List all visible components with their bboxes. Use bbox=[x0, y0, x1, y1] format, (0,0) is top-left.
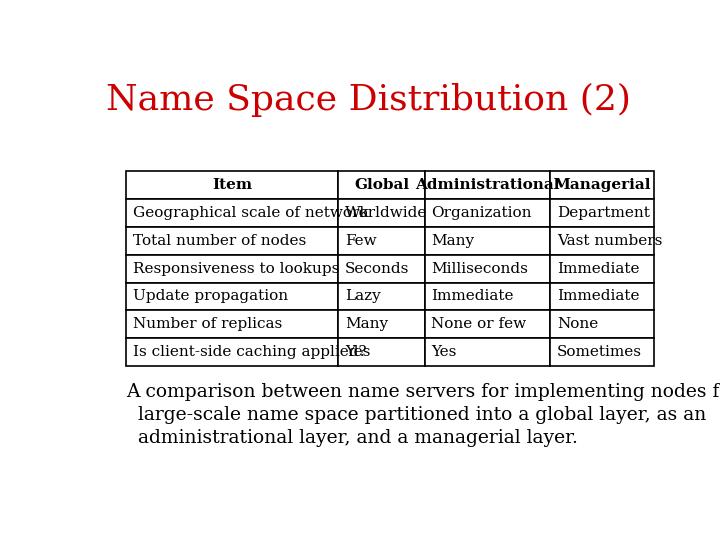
Bar bbox=[126, 339, 338, 366]
Text: Worldwide: Worldwide bbox=[345, 206, 428, 220]
Text: A comparison between name servers for implementing nodes from a: A comparison between name servers for im… bbox=[126, 383, 720, 401]
Text: Yes: Yes bbox=[345, 345, 370, 359]
Text: Many: Many bbox=[431, 234, 474, 248]
Text: Seconds: Seconds bbox=[345, 261, 410, 275]
Text: Sometimes: Sometimes bbox=[557, 345, 642, 359]
Bar bbox=[550, 310, 654, 339]
Text: Update propagation: Update propagation bbox=[133, 289, 288, 303]
Text: Organization: Organization bbox=[431, 206, 532, 220]
Text: large-scale name space partitioned into a global layer, as an: large-scale name space partitioned into … bbox=[126, 406, 706, 424]
Bar bbox=[338, 199, 425, 227]
Text: Milliseconds: Milliseconds bbox=[431, 261, 528, 275]
Text: Many: Many bbox=[345, 318, 388, 332]
Bar bbox=[425, 254, 550, 282]
Bar bbox=[338, 254, 425, 282]
Bar bbox=[550, 227, 654, 254]
Bar bbox=[550, 254, 654, 282]
Bar bbox=[550, 339, 654, 366]
Text: Administrational: Administrational bbox=[415, 178, 560, 192]
Text: Total number of nodes: Total number of nodes bbox=[133, 234, 306, 248]
Text: None: None bbox=[557, 318, 598, 332]
Bar bbox=[338, 227, 425, 254]
Text: Responsiveness to lookups: Responsiveness to lookups bbox=[133, 261, 339, 275]
Text: Yes: Yes bbox=[431, 345, 457, 359]
Bar bbox=[126, 171, 338, 199]
Bar bbox=[550, 171, 654, 199]
Text: Immediate: Immediate bbox=[557, 261, 639, 275]
Bar bbox=[550, 282, 654, 310]
Bar bbox=[425, 282, 550, 310]
Text: Is client-side caching applied?: Is client-side caching applied? bbox=[133, 345, 366, 359]
Text: Few: Few bbox=[345, 234, 377, 248]
Text: Global: Global bbox=[354, 178, 409, 192]
Text: Name Space Distribution (2): Name Space Distribution (2) bbox=[107, 83, 631, 117]
Bar bbox=[425, 310, 550, 339]
Bar bbox=[425, 339, 550, 366]
Bar bbox=[126, 310, 338, 339]
Text: Item: Item bbox=[212, 178, 252, 192]
Bar bbox=[338, 339, 425, 366]
Bar bbox=[425, 227, 550, 254]
Bar bbox=[126, 227, 338, 254]
Bar bbox=[550, 199, 654, 227]
Text: administrational layer, and a managerial layer.: administrational layer, and a managerial… bbox=[126, 429, 578, 447]
Text: Immediate: Immediate bbox=[431, 289, 514, 303]
Text: Vast numbers: Vast numbers bbox=[557, 234, 662, 248]
Bar bbox=[425, 171, 550, 199]
Text: None or few: None or few bbox=[431, 318, 526, 332]
Bar bbox=[126, 199, 338, 227]
Text: Department: Department bbox=[557, 206, 650, 220]
Text: Geographical scale of network: Geographical scale of network bbox=[133, 206, 369, 220]
Bar bbox=[338, 171, 425, 199]
Text: Immediate: Immediate bbox=[557, 289, 639, 303]
Text: Number of replicas: Number of replicas bbox=[133, 318, 282, 332]
Bar bbox=[126, 254, 338, 282]
Text: Lazy: Lazy bbox=[345, 289, 381, 303]
Bar bbox=[338, 310, 425, 339]
Text: Managerial: Managerial bbox=[553, 178, 651, 192]
Bar bbox=[425, 199, 550, 227]
Bar bbox=[338, 282, 425, 310]
Bar bbox=[126, 282, 338, 310]
